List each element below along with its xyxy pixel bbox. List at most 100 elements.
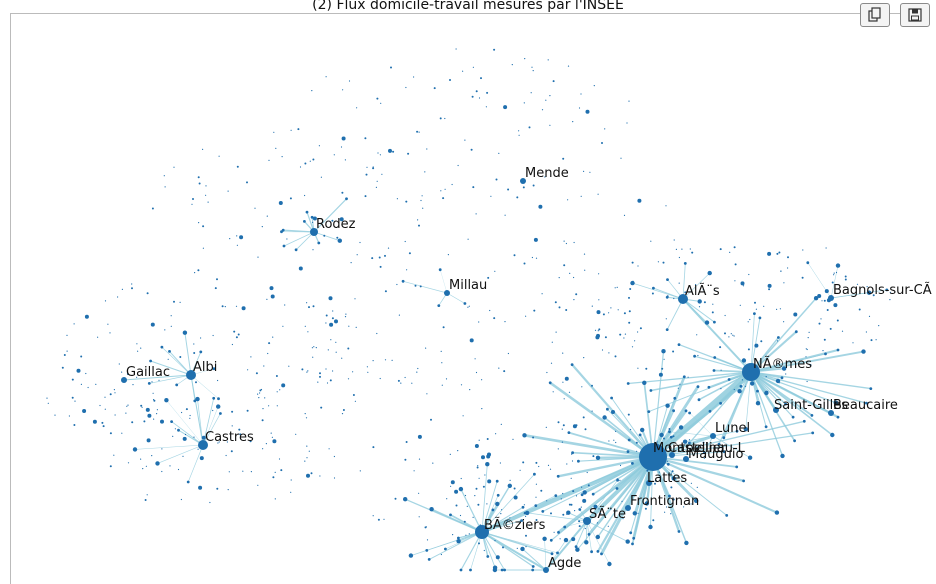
commune-node xyxy=(748,274,749,275)
commune-node xyxy=(321,177,322,178)
commune-node xyxy=(461,384,462,385)
commune-node xyxy=(209,502,210,503)
commune-node xyxy=(371,257,373,259)
commune-node xyxy=(583,171,584,172)
commune-node xyxy=(580,93,581,94)
commune-node xyxy=(451,480,455,484)
commune-node xyxy=(720,388,721,389)
commune-node xyxy=(190,415,191,416)
commune-node xyxy=(311,216,314,219)
commune-node xyxy=(328,349,329,350)
commune-node xyxy=(177,429,180,432)
commune-node xyxy=(425,348,426,349)
commune-node xyxy=(571,504,573,506)
commune-node xyxy=(419,132,420,133)
commune-node xyxy=(356,327,357,328)
commune-node xyxy=(259,389,261,391)
commune-node xyxy=(741,281,745,285)
commune-node xyxy=(734,335,735,336)
commune-node xyxy=(691,252,693,254)
commune-node xyxy=(583,416,585,418)
commune-node xyxy=(262,448,263,449)
commune-node xyxy=(525,511,529,515)
commune-node xyxy=(529,126,531,128)
commune-node xyxy=(168,350,171,353)
commune-node xyxy=(417,368,418,369)
commune-node xyxy=(228,191,229,192)
commune-node xyxy=(117,296,118,297)
commune-node xyxy=(377,181,378,182)
commune-node xyxy=(785,373,786,374)
commune-node xyxy=(133,447,137,451)
commune-node xyxy=(413,76,414,77)
commune-node xyxy=(764,391,768,395)
commune-node xyxy=(352,371,353,372)
commune-node xyxy=(553,391,554,392)
commune-node xyxy=(650,389,653,392)
commune-node xyxy=(670,436,673,439)
commune-node xyxy=(216,404,220,408)
commune-node xyxy=(652,287,655,290)
city-label: NÃ®mes xyxy=(753,356,812,372)
commune-node xyxy=(384,255,386,257)
commune-node xyxy=(563,526,566,529)
copy-button[interactable] xyxy=(860,3,890,27)
commune-node xyxy=(257,485,258,486)
commune-node xyxy=(740,305,741,306)
commune-node xyxy=(472,186,474,188)
commune-node xyxy=(719,346,721,348)
commune-node xyxy=(571,363,574,366)
commune-node xyxy=(508,353,509,354)
commune-node xyxy=(479,440,480,441)
commune-node xyxy=(444,548,447,551)
commune-node xyxy=(473,67,474,68)
save-button[interactable] xyxy=(900,3,930,27)
commune-node xyxy=(149,360,152,363)
commune-node xyxy=(153,419,154,420)
commune-node xyxy=(376,333,377,334)
commune-node xyxy=(525,516,526,517)
commune-node xyxy=(467,506,468,507)
flow-edge xyxy=(135,445,203,449)
commune-node xyxy=(540,490,542,492)
commune-node xyxy=(426,148,427,149)
commune-node xyxy=(310,161,311,162)
commune-node xyxy=(366,167,367,168)
flow-edge xyxy=(440,270,447,293)
commune-node xyxy=(591,385,593,387)
commune-node xyxy=(306,446,307,447)
commune-node xyxy=(670,486,672,488)
commune-node xyxy=(143,420,145,422)
commune-node xyxy=(756,309,757,310)
commune-node xyxy=(563,264,565,266)
commune-node xyxy=(742,480,745,483)
commune-node xyxy=(46,398,47,399)
commune-node xyxy=(629,310,631,312)
commune-node xyxy=(524,102,525,103)
commune-node xyxy=(878,325,879,326)
flow-edge xyxy=(683,299,751,372)
commune-node xyxy=(367,366,368,367)
commune-node xyxy=(351,262,352,263)
commune-node xyxy=(193,352,195,354)
commune-node xyxy=(549,95,550,96)
commune-node xyxy=(121,372,122,373)
commune-node xyxy=(164,398,168,402)
commune-node xyxy=(418,493,419,494)
commune-node xyxy=(768,284,772,288)
city-label: Beaucaire xyxy=(833,398,898,413)
commune-node xyxy=(69,415,70,416)
commune-node xyxy=(636,451,637,452)
commune-node xyxy=(197,269,199,271)
commune-node xyxy=(518,130,519,131)
commune-node xyxy=(74,323,75,324)
commune-node xyxy=(623,337,624,338)
commune-node xyxy=(131,283,132,284)
commune-node xyxy=(136,343,137,344)
commune-node xyxy=(161,346,164,349)
commune-node xyxy=(113,455,114,456)
commune-node xyxy=(587,472,588,473)
commune-node xyxy=(532,565,535,568)
commune-node xyxy=(168,359,169,360)
